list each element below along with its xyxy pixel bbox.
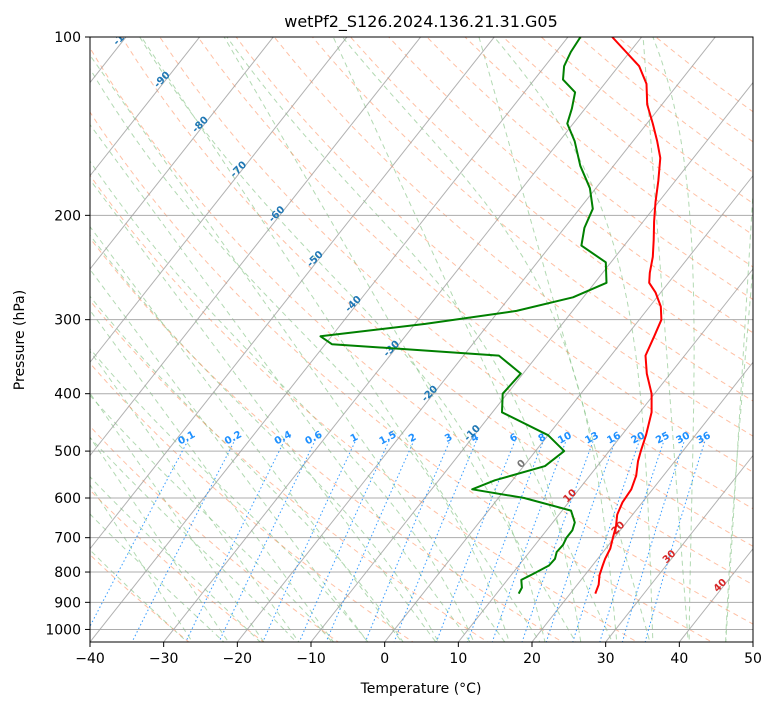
dry-adiabat-line bbox=[197, 37, 753, 510]
mixing-ratio-line bbox=[621, 440, 685, 642]
isotherm-line bbox=[90, 37, 348, 364]
moist-adiabat-line bbox=[139, 37, 546, 642]
y-tick-label: 800 bbox=[54, 565, 81, 581]
isotherm-line bbox=[163, 37, 643, 642]
dry-adiabat-line bbox=[90, 362, 414, 642]
temperature-profile-line bbox=[594, 37, 663, 594]
mixing-ratio-label: 1 bbox=[349, 432, 360, 445]
dry-adiabat-line bbox=[388, 37, 753, 334]
isotherm-line bbox=[90, 37, 201, 177]
moist-adiabat-line bbox=[478, 37, 654, 642]
x-tick-label: 30 bbox=[597, 651, 615, 667]
isotherm-line bbox=[90, 37, 495, 550]
dewpoint-profile-line bbox=[319, 37, 608, 595]
y-tick-label: 900 bbox=[54, 595, 81, 611]
x-tick-label: 40 bbox=[670, 651, 688, 667]
isotherm-line bbox=[384, 174, 753, 642]
chart-title: wetPf2_S126.2024.136.21.31.G05 bbox=[284, 12, 558, 32]
dry-adiabat-line bbox=[121, 37, 753, 586]
y-tick-label: 300 bbox=[54, 313, 81, 329]
y-axis-ticks: 100 200 300 400 500 600 700 800 900 1000 bbox=[45, 30, 90, 638]
x-tick-label: −20 bbox=[223, 651, 253, 667]
moist-adiabat-line bbox=[90, 225, 404, 642]
mixing-ratio-line bbox=[393, 440, 477, 642]
mixing-ratio-label: 3 bbox=[443, 432, 454, 445]
moist-adiabats bbox=[90, 37, 753, 642]
moist-adiabat-line bbox=[90, 268, 369, 642]
mixing-ratio-label: 6 bbox=[508, 432, 519, 445]
isotherm-line bbox=[90, 37, 422, 457]
mixing-ratio-line bbox=[599, 440, 665, 642]
mixing-ratio-label: 4 bbox=[470, 432, 481, 445]
dry-adiabat-line bbox=[90, 47, 753, 625]
y-tick-label: 1000 bbox=[45, 622, 81, 638]
dry-adiabat-line bbox=[90, 299, 489, 642]
y-tick-label: 700 bbox=[54, 531, 81, 547]
y-axis-label: Pressure (hPa) bbox=[12, 290, 28, 390]
y-tick-label: 100 bbox=[54, 30, 81, 46]
isotherm-line bbox=[90, 37, 569, 642]
mixing-ratio-line bbox=[545, 440, 616, 642]
x-tick-label: 0 bbox=[380, 651, 389, 667]
mixing-ratio-lines bbox=[90, 440, 706, 642]
dry-adiabat-line bbox=[90, 111, 713, 642]
x-axis-label: Temperature (°C) bbox=[360, 681, 482, 697]
y-tick-label: 600 bbox=[54, 491, 81, 507]
y-tick-label: 500 bbox=[54, 444, 81, 460]
x-tick-label: −30 bbox=[149, 651, 179, 667]
isotherm-label: -100 bbox=[111, 23, 137, 49]
x-axis-ticks: −40 −30 −20 −10 0 10 20 30 40 50 bbox=[75, 642, 762, 667]
mixing-ratio-line bbox=[521, 440, 594, 642]
mixing-ratio-line bbox=[298, 440, 390, 642]
dry-adiabat-line bbox=[90, 237, 564, 642]
moist-adiabat-line bbox=[90, 123, 475, 642]
isotherm-line bbox=[310, 81, 753, 642]
moist-adiabat-line bbox=[90, 178, 440, 642]
mixing-ratio-line bbox=[364, 440, 451, 642]
x-tick-label: 10 bbox=[449, 651, 467, 667]
mixing-ratio-line bbox=[131, 440, 236, 642]
dry-adiabats bbox=[90, 37, 753, 642]
mixing-ratio-line bbox=[218, 440, 316, 642]
mixing-ratio-label: 2 bbox=[407, 432, 418, 445]
isotherms bbox=[90, 37, 753, 642]
x-tick-label: 20 bbox=[523, 651, 541, 667]
isotherm-line bbox=[605, 454, 753, 642]
isotherm-line bbox=[531, 361, 753, 642]
moist-adiabat-line bbox=[223, 37, 582, 642]
y-tick-label: 400 bbox=[54, 387, 81, 403]
mixing-ratio-line bbox=[90, 440, 189, 628]
moist-adiabat-line bbox=[725, 184, 753, 642]
dry-adiabat-line bbox=[90, 174, 639, 642]
dry-adiabat-line bbox=[235, 37, 753, 473]
dry-adiabat-line bbox=[311, 37, 753, 402]
x-tick-label: −40 bbox=[75, 651, 105, 667]
x-tick-label: −10 bbox=[296, 651, 326, 667]
mixing-ratio-line bbox=[185, 440, 285, 642]
profile-series bbox=[319, 37, 663, 595]
mixing-ratio-line bbox=[572, 440, 640, 642]
mixing-ratio-line bbox=[644, 440, 706, 642]
dry-adiabat-line bbox=[90, 554, 190, 642]
mixing-ratio-label: 8 bbox=[537, 432, 548, 445]
dry-adiabat-line bbox=[90, 425, 340, 642]
x-tick-label: 50 bbox=[744, 651, 762, 667]
y-tick-label: 200 bbox=[54, 208, 81, 224]
moist-adiabat-line bbox=[332, 37, 618, 642]
plot-area: 0.10.20.40.611.52346810131620253036-100-… bbox=[90, 23, 753, 642]
moist-adiabat-line bbox=[90, 309, 335, 642]
isotherm-line bbox=[90, 37, 274, 270]
moist-adiabat-line bbox=[90, 350, 300, 642]
moist-adiabat-line bbox=[642, 37, 695, 642]
isotherm-line bbox=[457, 268, 753, 642]
mixing-ratio-line bbox=[325, 440, 415, 642]
plot-frame bbox=[89, 36, 754, 643]
